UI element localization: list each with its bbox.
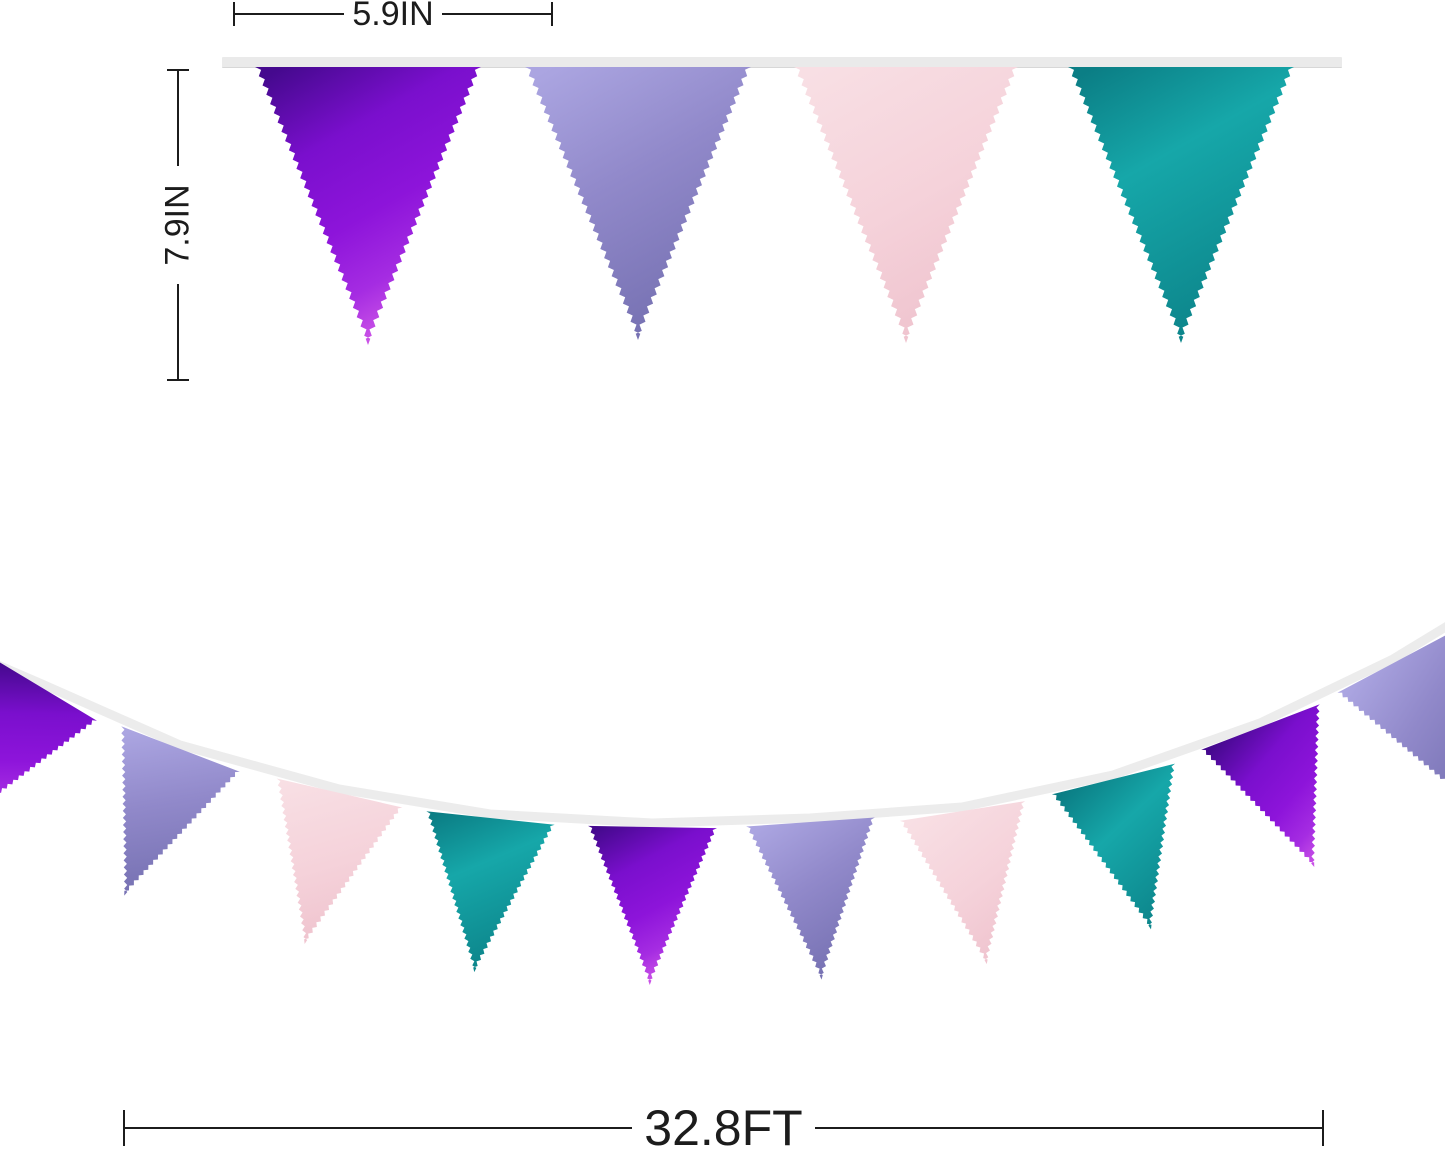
pennant-flag-pink bbox=[238, 778, 404, 959]
dimension-line bbox=[125, 1127, 633, 1129]
dimension-tick bbox=[123, 1110, 125, 1146]
banner-length-label: 32.8FT bbox=[644, 1100, 803, 1151]
pennant-flag-teal bbox=[407, 811, 557, 979]
pennant-flag-lavender bbox=[743, 817, 889, 984]
banner-length-dimension: 32.8FT bbox=[123, 1103, 1324, 1151]
pennant-flag-teal bbox=[1065, 67, 1297, 343]
pennant-flag-purple bbox=[0, 654, 99, 857]
dimension-tick bbox=[167, 69, 189, 71]
dimension-line bbox=[235, 13, 345, 15]
flag-width-dimension: 5.9IN bbox=[233, 0, 554, 31]
flag-width-label: 5.9IN bbox=[352, 0, 434, 33]
pennant-flag-lavender bbox=[1334, 632, 1445, 833]
dimension-line bbox=[814, 1127, 1322, 1129]
flag-height-label-slot: 7.9IN bbox=[159, 166, 197, 284]
pennant-flag-pink bbox=[791, 67, 1021, 343]
pennant-flag-pink bbox=[896, 801, 1052, 975]
pennant-flag-purple bbox=[1198, 703, 1376, 891]
dimension-tick bbox=[233, 2, 235, 26]
flag-height-dimension: 7.9IN bbox=[159, 69, 197, 381]
dimension-line bbox=[177, 71, 179, 166]
dimension-tick bbox=[167, 379, 189, 381]
dimension-tick bbox=[551, 2, 554, 26]
dimension-line bbox=[177, 284, 179, 379]
dimension-line bbox=[441, 13, 552, 15]
pennant-flag-purple bbox=[582, 825, 720, 986]
pennant-flag-lavender bbox=[522, 67, 754, 340]
banner-ribbon bbox=[222, 57, 1342, 68]
garland-string-line bbox=[0, 622, 1445, 828]
flag-height-label: 7.9IN bbox=[159, 184, 198, 266]
pennant-flag-lavender bbox=[62, 725, 242, 919]
pennant-flag-teal bbox=[1048, 763, 1215, 946]
dimension-tick bbox=[1322, 1110, 1324, 1146]
pennant-flag-purple bbox=[252, 67, 484, 345]
